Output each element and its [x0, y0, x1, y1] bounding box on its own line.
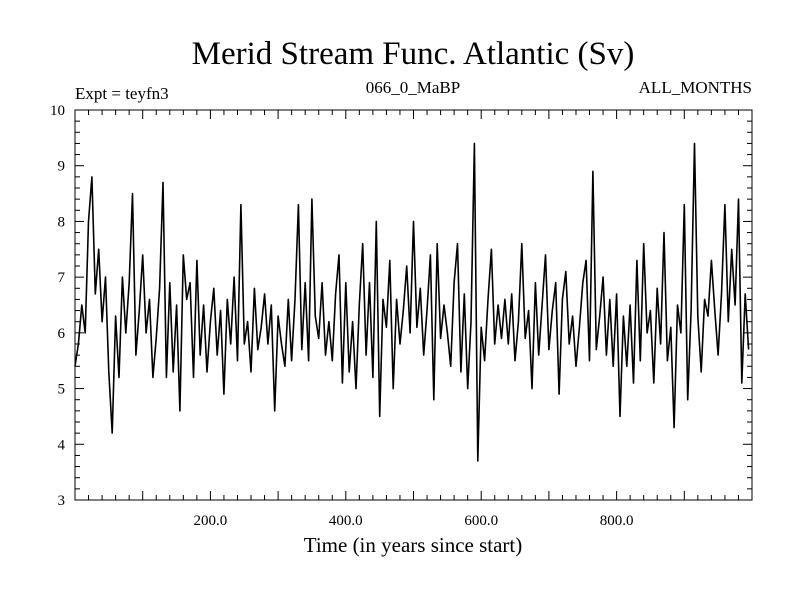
x-tick-label: 800.0 — [600, 513, 634, 529]
y-tick-label: 7 — [58, 270, 66, 286]
y-tick-label: 6 — [58, 326, 66, 342]
x-tick-label: 400.0 — [329, 513, 363, 529]
x-axis-label: Time (in years since start) — [304, 533, 523, 557]
subtitle-right: ALL_MONTHS — [639, 78, 752, 97]
y-tick-label: 10 — [50, 103, 65, 119]
subtitle-center: 066_0_MaBP — [366, 78, 460, 97]
x-tick-label: 200.0 — [194, 513, 228, 529]
y-tick-label: 3 — [58, 493, 66, 509]
y-tick-label: 5 — [58, 382, 66, 398]
chart-title: Merid Stream Func. Atlantic (Sv) — [192, 36, 635, 72]
y-tick-label: 4 — [58, 437, 66, 453]
subtitle-left: Expt = teyfn3 — [75, 84, 169, 103]
y-tick-label: 9 — [58, 159, 66, 175]
y-tick-label: 8 — [58, 214, 66, 230]
x-tick-label: 600.0 — [464, 513, 498, 529]
series-line — [74, 142, 750, 462]
